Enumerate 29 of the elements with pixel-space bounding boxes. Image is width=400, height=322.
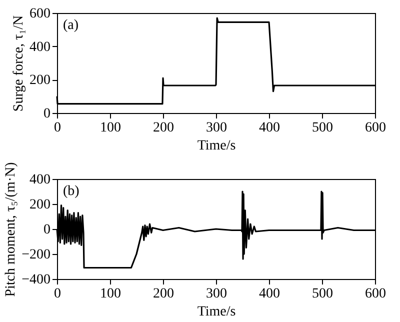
x-tick-label: 300: [206, 286, 227, 302]
x-tick-label: 100: [100, 286, 121, 302]
x-tick-label: 200: [153, 120, 174, 136]
x-tick-label: 0: [54, 286, 61, 302]
y-tick-label: 0: [44, 222, 50, 238]
x-tick-label: 400: [259, 286, 280, 302]
y-tick-label: −400: [22, 272, 50, 288]
x-tick-label: 300: [206, 120, 227, 136]
x-tick-label: 500: [312, 120, 333, 136]
x-tick-label: 0: [54, 120, 61, 136]
x-tick-label: 400: [259, 120, 280, 136]
y-axis-title: Surge force, τ₁/N: [12, 15, 26, 112]
y-tick-label: 400: [30, 172, 50, 188]
annotation: (a): [63, 18, 79, 33]
annotation: (b): [63, 184, 80, 199]
x-axis-title: Time/s: [197, 138, 236, 154]
y-tick-label: 600: [30, 6, 50, 22]
x-tick-label: 100: [100, 120, 121, 136]
y-axis-title: Pitch moment, τ₅/(m·N): [4, 162, 19, 297]
x-tick-label: 200: [153, 286, 174, 302]
y-tick-label: 200: [30, 73, 50, 88]
y-tick-label: 400: [30, 40, 50, 55]
y-tick-label: −200: [22, 248, 50, 262]
x-tick-label: 500: [312, 286, 333, 302]
x-tick-label: 600: [365, 120, 386, 136]
y-tick-label: 200: [30, 198, 50, 212]
y-tick-label: 0: [44, 106, 50, 122]
x-axis-title: Time/s: [197, 304, 236, 320]
x-tick-label: 600: [365, 286, 386, 302]
